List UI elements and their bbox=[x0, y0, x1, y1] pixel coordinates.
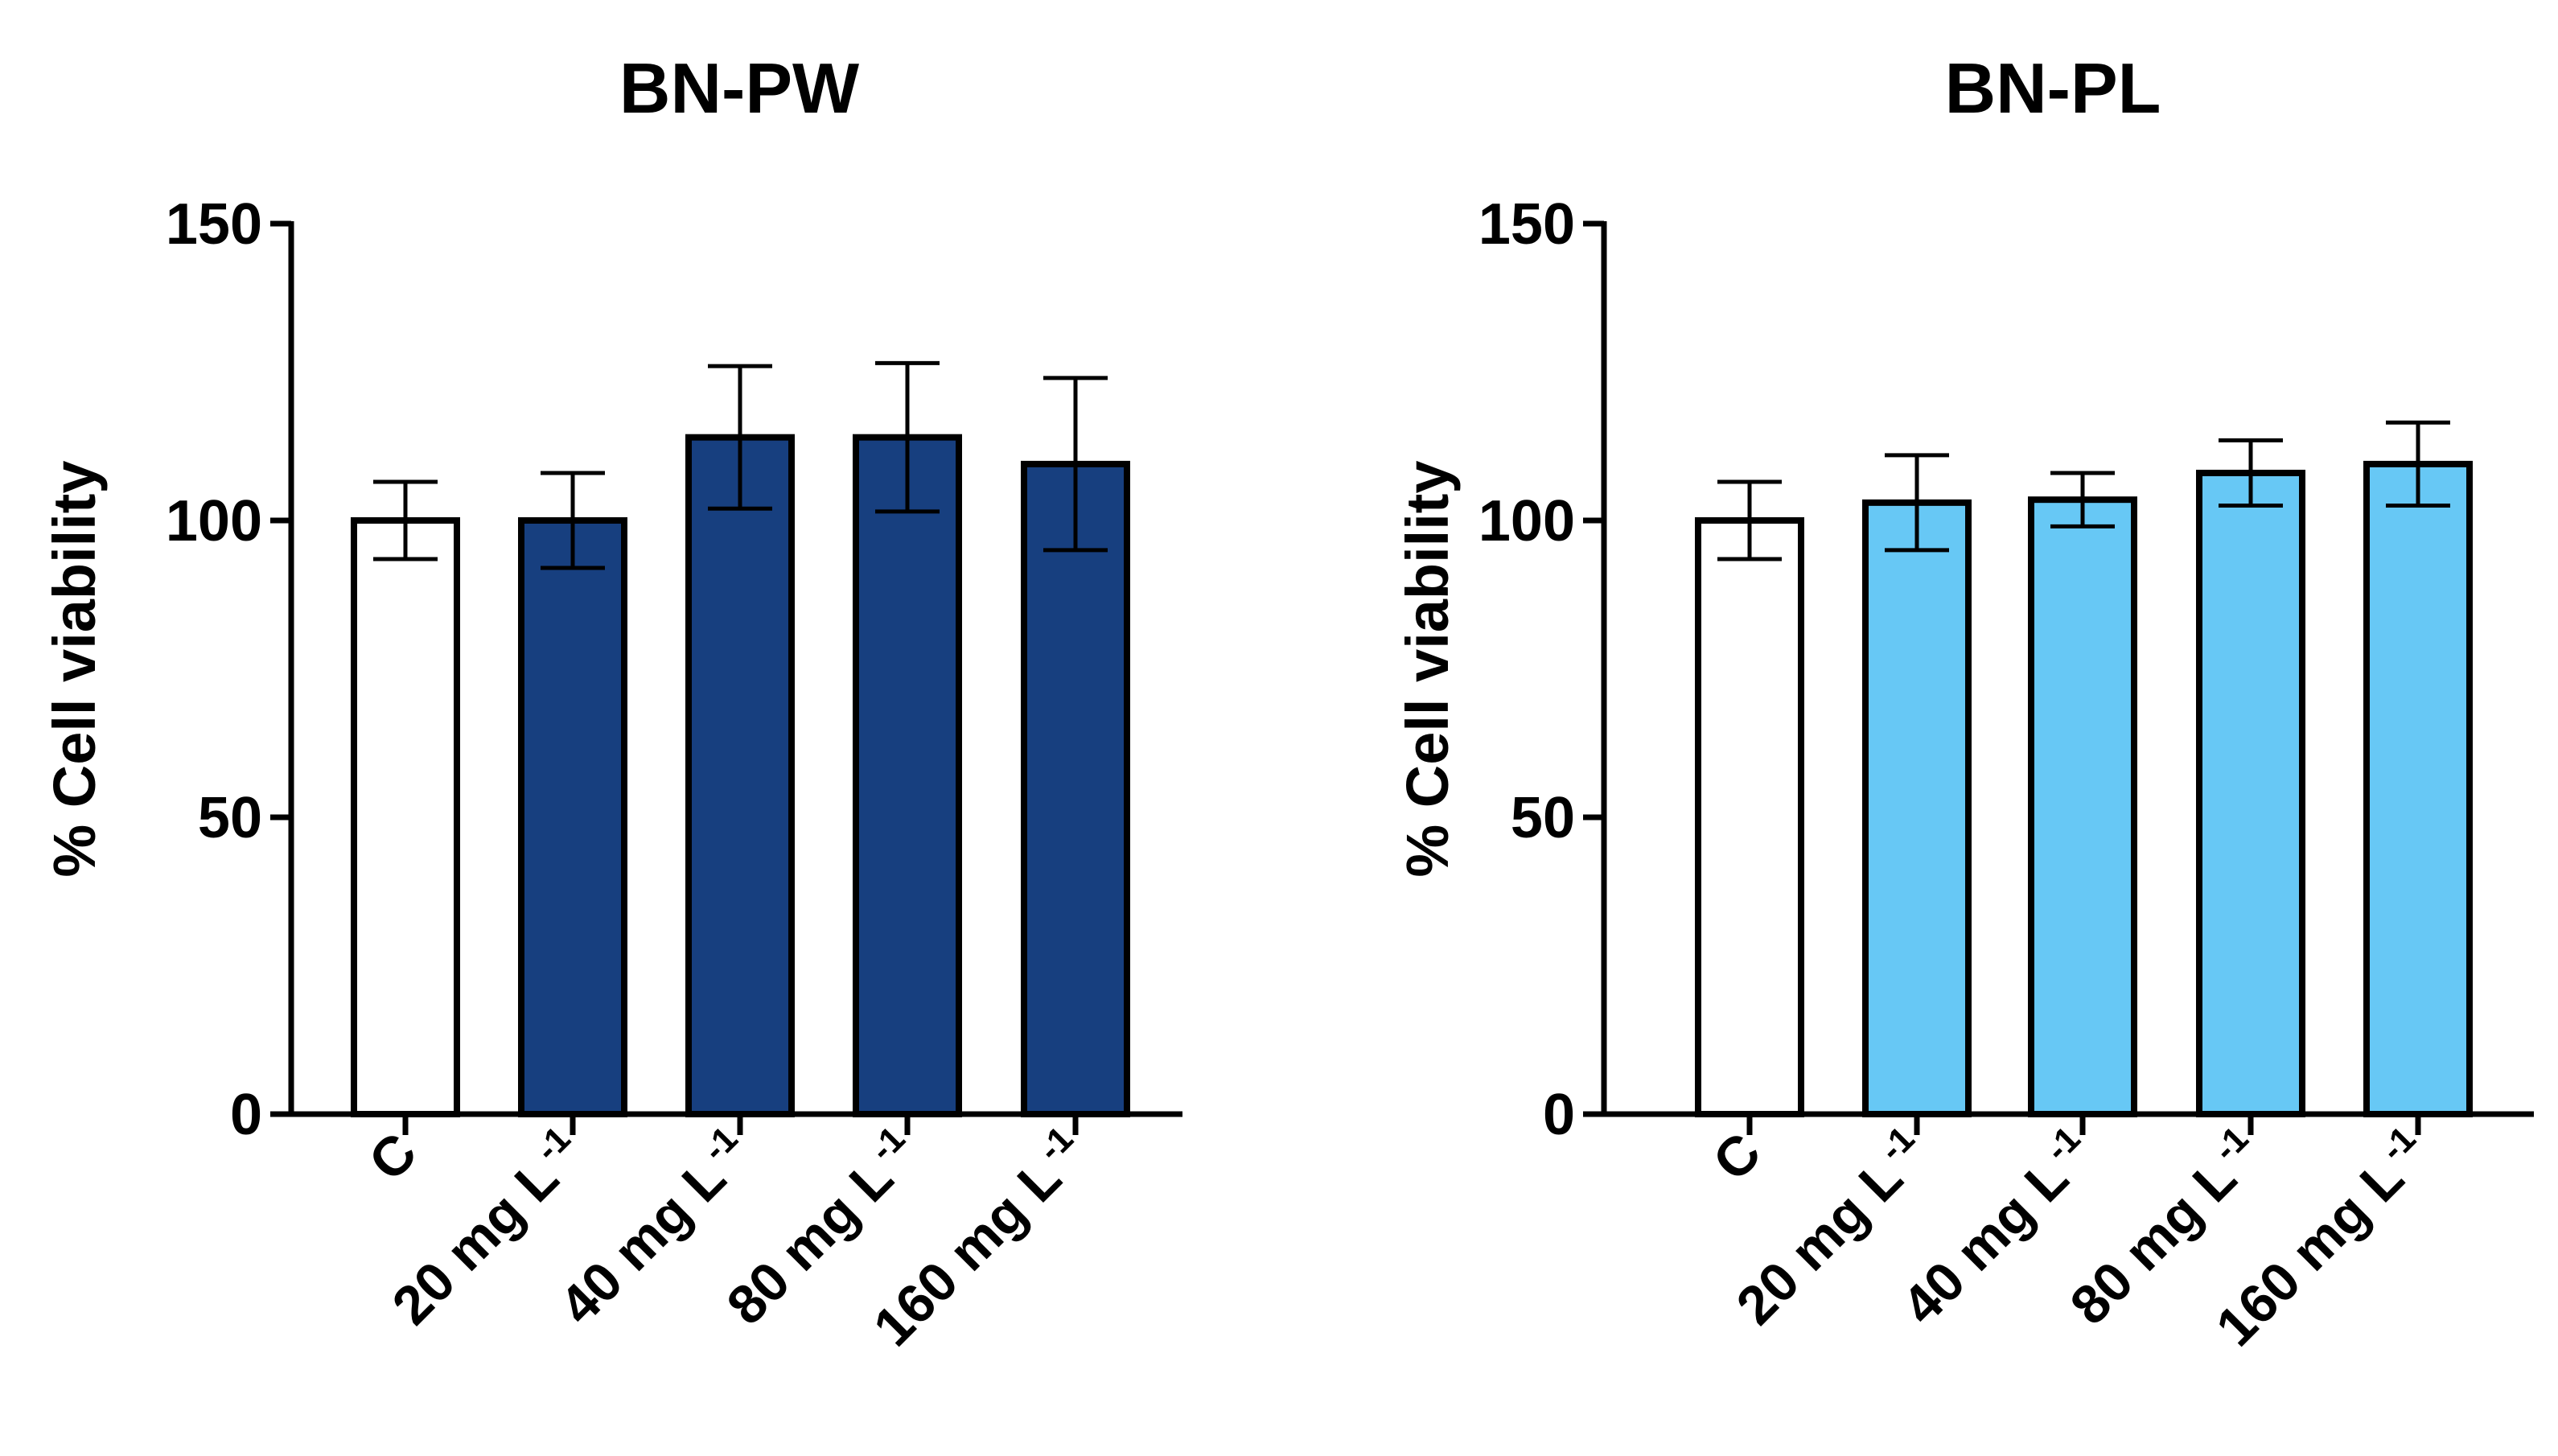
y-axis-label: % Cell viability bbox=[41, 460, 108, 877]
x-tick-label: C bbox=[1701, 1121, 1772, 1192]
y-tick-label: 150 bbox=[1478, 192, 1575, 257]
bar bbox=[2363, 460, 2473, 1117]
y-tick-label: 100 bbox=[1478, 489, 1575, 553]
y-tick-label: 0 bbox=[1543, 1083, 1575, 1147]
chart-title: BN-PW bbox=[619, 48, 859, 128]
bar bbox=[853, 434, 962, 1117]
y-tick-label: 50 bbox=[1511, 786, 1575, 850]
y-tick-label: 100 bbox=[166, 489, 262, 553]
y-axis-label: % Cell viability bbox=[1394, 460, 1461, 877]
y-tick-label: 50 bbox=[198, 786, 262, 850]
bar bbox=[1021, 460, 1130, 1117]
y-tick-label: 150 bbox=[166, 192, 262, 257]
bar bbox=[1862, 499, 1972, 1117]
bar bbox=[685, 434, 795, 1117]
chart-title: BN-PL bbox=[1945, 48, 2161, 128]
y-tick-label: 0 bbox=[230, 1083, 262, 1147]
bar bbox=[351, 517, 460, 1117]
x-tick-label: C bbox=[357, 1121, 428, 1192]
bar bbox=[518, 517, 627, 1117]
bar bbox=[2028, 496, 2137, 1117]
bar bbox=[1695, 517, 1804, 1117]
bar bbox=[2196, 469, 2305, 1117]
